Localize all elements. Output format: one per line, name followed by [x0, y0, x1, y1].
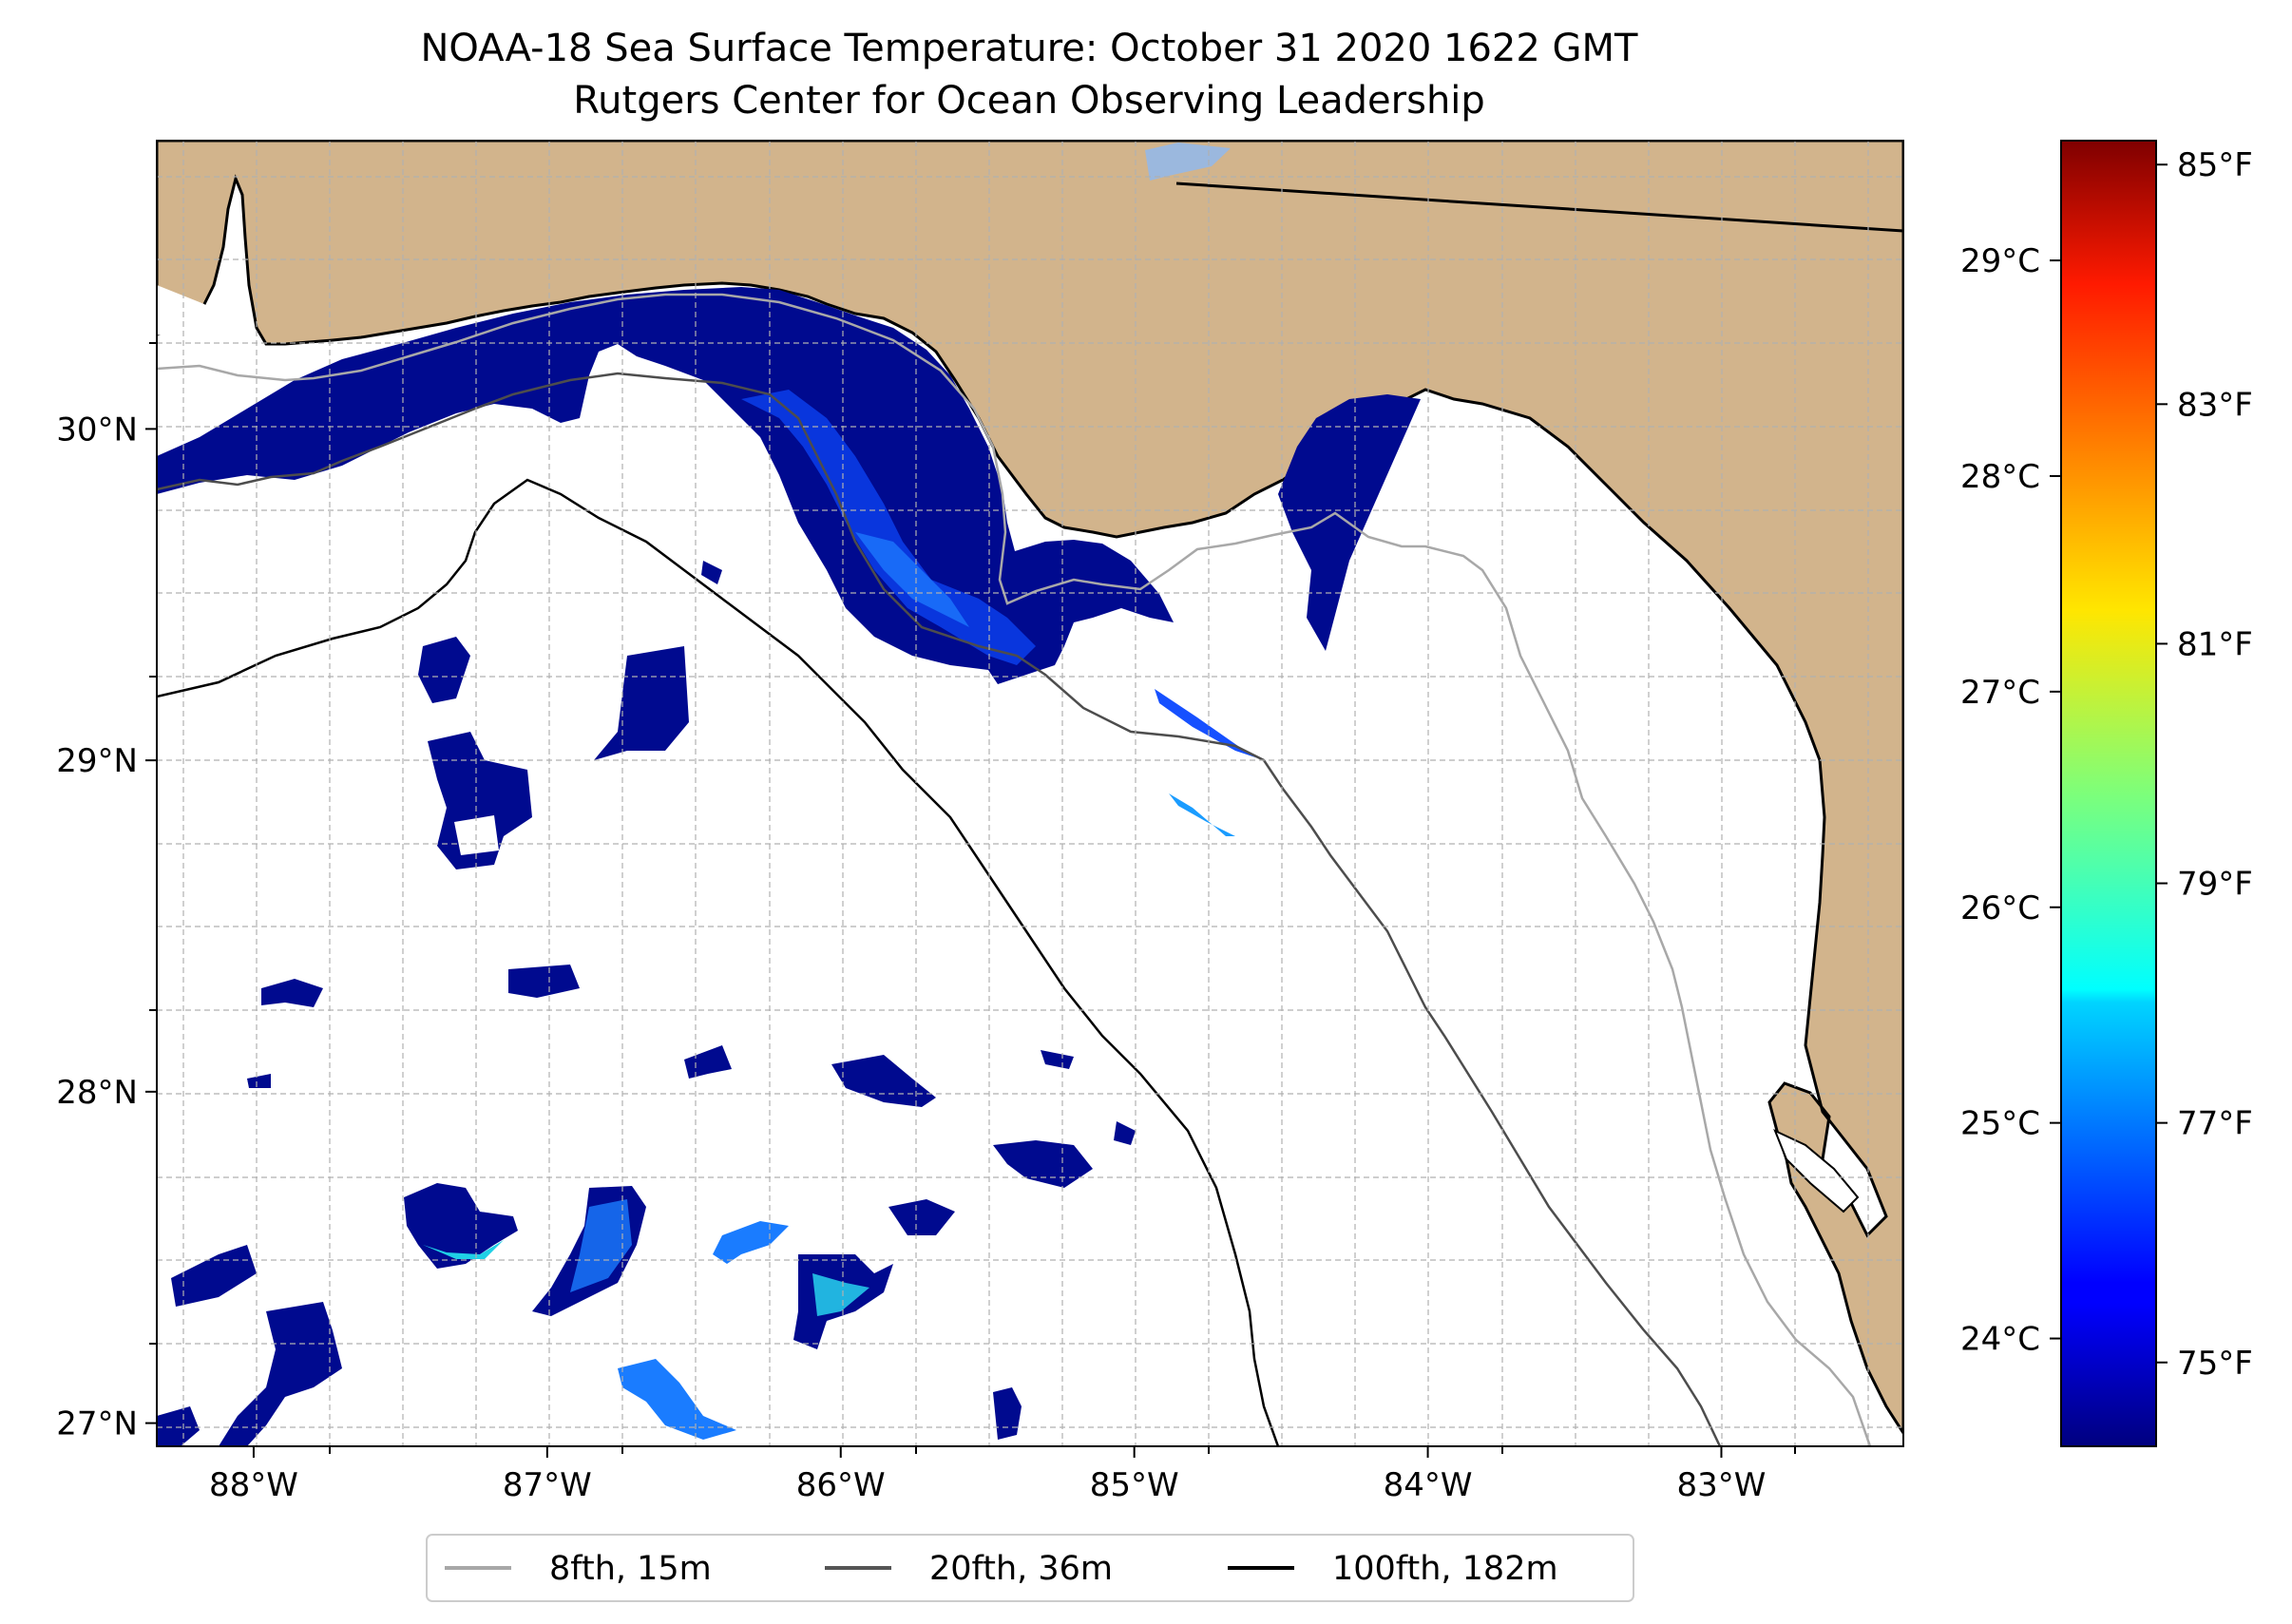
legend-label: 100fth, 182m	[1332, 1550, 1558, 1588]
f-tick-label: 79°F	[2177, 866, 2253, 904]
c-tick-label: 29°C	[1960, 242, 2040, 280]
f-tick-label: 83°F	[2177, 386, 2253, 424]
f-tick-label: 77°F	[2177, 1105, 2253, 1143]
map-title: NOAA-18 Sea Surface Temperature: October…	[421, 27, 1639, 70]
f-tick-label: 85°F	[2177, 146, 2253, 184]
c-tick-label: 26°C	[1960, 889, 2040, 927]
mobile-bay	[157, 285, 233, 347]
isobath-100fth	[157, 478, 1280, 1446]
minor-ticks	[149, 342, 1796, 1454]
map-frame	[156, 140, 1904, 1447]
isobath-20fth	[157, 372, 1722, 1446]
lat-tick-label: 28°N	[56, 1074, 138, 1112]
legend: 8fth, 15m 20fth, 36m 100fth, 182m	[426, 1534, 1634, 1602]
lon-tick-label: 84°W	[1384, 1466, 1473, 1504]
gridlines	[157, 141, 1903, 1446]
tampa-bay	[1773, 1129, 1860, 1213]
legend-box	[426, 1534, 1634, 1602]
lon-tick-label: 83°W	[1677, 1466, 1767, 1504]
lat-tick-label: 29°N	[56, 742, 138, 780]
isobath-8fth	[157, 293, 1872, 1446]
lat-tick-label: 30°N	[56, 411, 138, 449]
lon-tick-label: 86°W	[796, 1466, 886, 1504]
lat-tick-label: 27°N	[56, 1405, 138, 1443]
lon-axis: 88°W 87°W 86°W 85°W 84°W 83°W	[209, 1446, 1766, 1504]
legend-label: 8fth, 15m	[549, 1550, 712, 1588]
colorbar-gradient	[2060, 140, 2157, 1447]
f-tick-label: 75°F	[2177, 1345, 2253, 1383]
colorbar: 75°F 77°F 79°F 81°F 83°F 85°F 24°C 25°C 26°C 27°C…	[1960, 140, 2253, 1447]
legend-label: 20fth, 36m	[929, 1550, 1113, 1588]
map-panel: 88°W 87°W 86°W 85°W 84°W 83°W 27°N 28°N 29°N 30°…	[56, 140, 1904, 1504]
state-boundary	[1175, 182, 1903, 233]
f-tick-label: 81°F	[2177, 625, 2253, 663]
c-tick-label: 24°C	[1960, 1321, 2040, 1359]
c-tick-label: 25°C	[1960, 1105, 2040, 1143]
c-tick-label: 28°C	[1960, 458, 2040, 496]
c-tick-label: 27°C	[1960, 674, 2040, 712]
map-subtitle: Rutgers Center for Ocean Observing Leade…	[573, 79, 1485, 123]
lon-tick-label: 85°W	[1090, 1466, 1179, 1504]
lon-tick-label: 88°W	[209, 1466, 298, 1504]
lon-tick-label: 87°W	[503, 1466, 592, 1504]
lat-axis: 27°N 28°N 29°N 30°N	[56, 411, 157, 1443]
